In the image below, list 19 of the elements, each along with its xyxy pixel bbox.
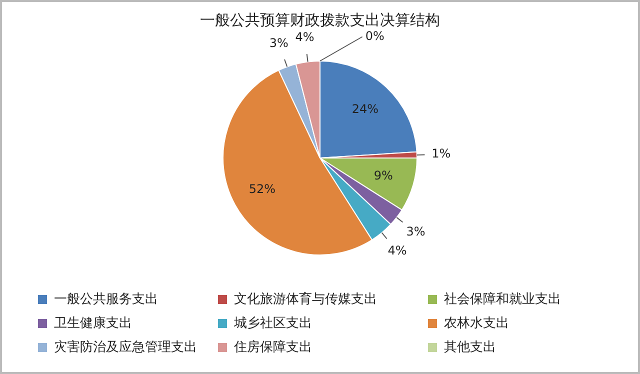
data-label: 1%	[432, 146, 451, 160]
text: 0%	[365, 28, 384, 43]
legend-label: 城乡社区支出	[234, 315, 312, 332]
legend-label: 其他支出	[444, 339, 496, 356]
legend-label: 一般公共服务支出	[54, 291, 158, 308]
chart-title: 一般公共预算财政拨款支出决算结构	[200, 10, 440, 29]
legend-label: 农林水支出	[444, 315, 509, 332]
data-label: 4%	[388, 244, 407, 258]
legend-label: 社会保障和就业支出	[444, 291, 561, 308]
data-label: 3%	[269, 36, 288, 50]
legend-label: 卫生健康支出	[54, 315, 132, 332]
data-label: 24%	[352, 102, 378, 116]
legend-label: 文化旅游体育与传媒支出	[234, 290, 377, 308]
data-label: 3%	[406, 224, 426, 238]
data-label: 52%	[248, 182, 276, 196]
data-label: 9%	[374, 168, 393, 183]
legend-label: 住房保障支出	[234, 339, 312, 356]
legend-label: 灾害防治及应急管理支出	[54, 339, 197, 356]
data-label: 4%	[295, 30, 314, 44]
